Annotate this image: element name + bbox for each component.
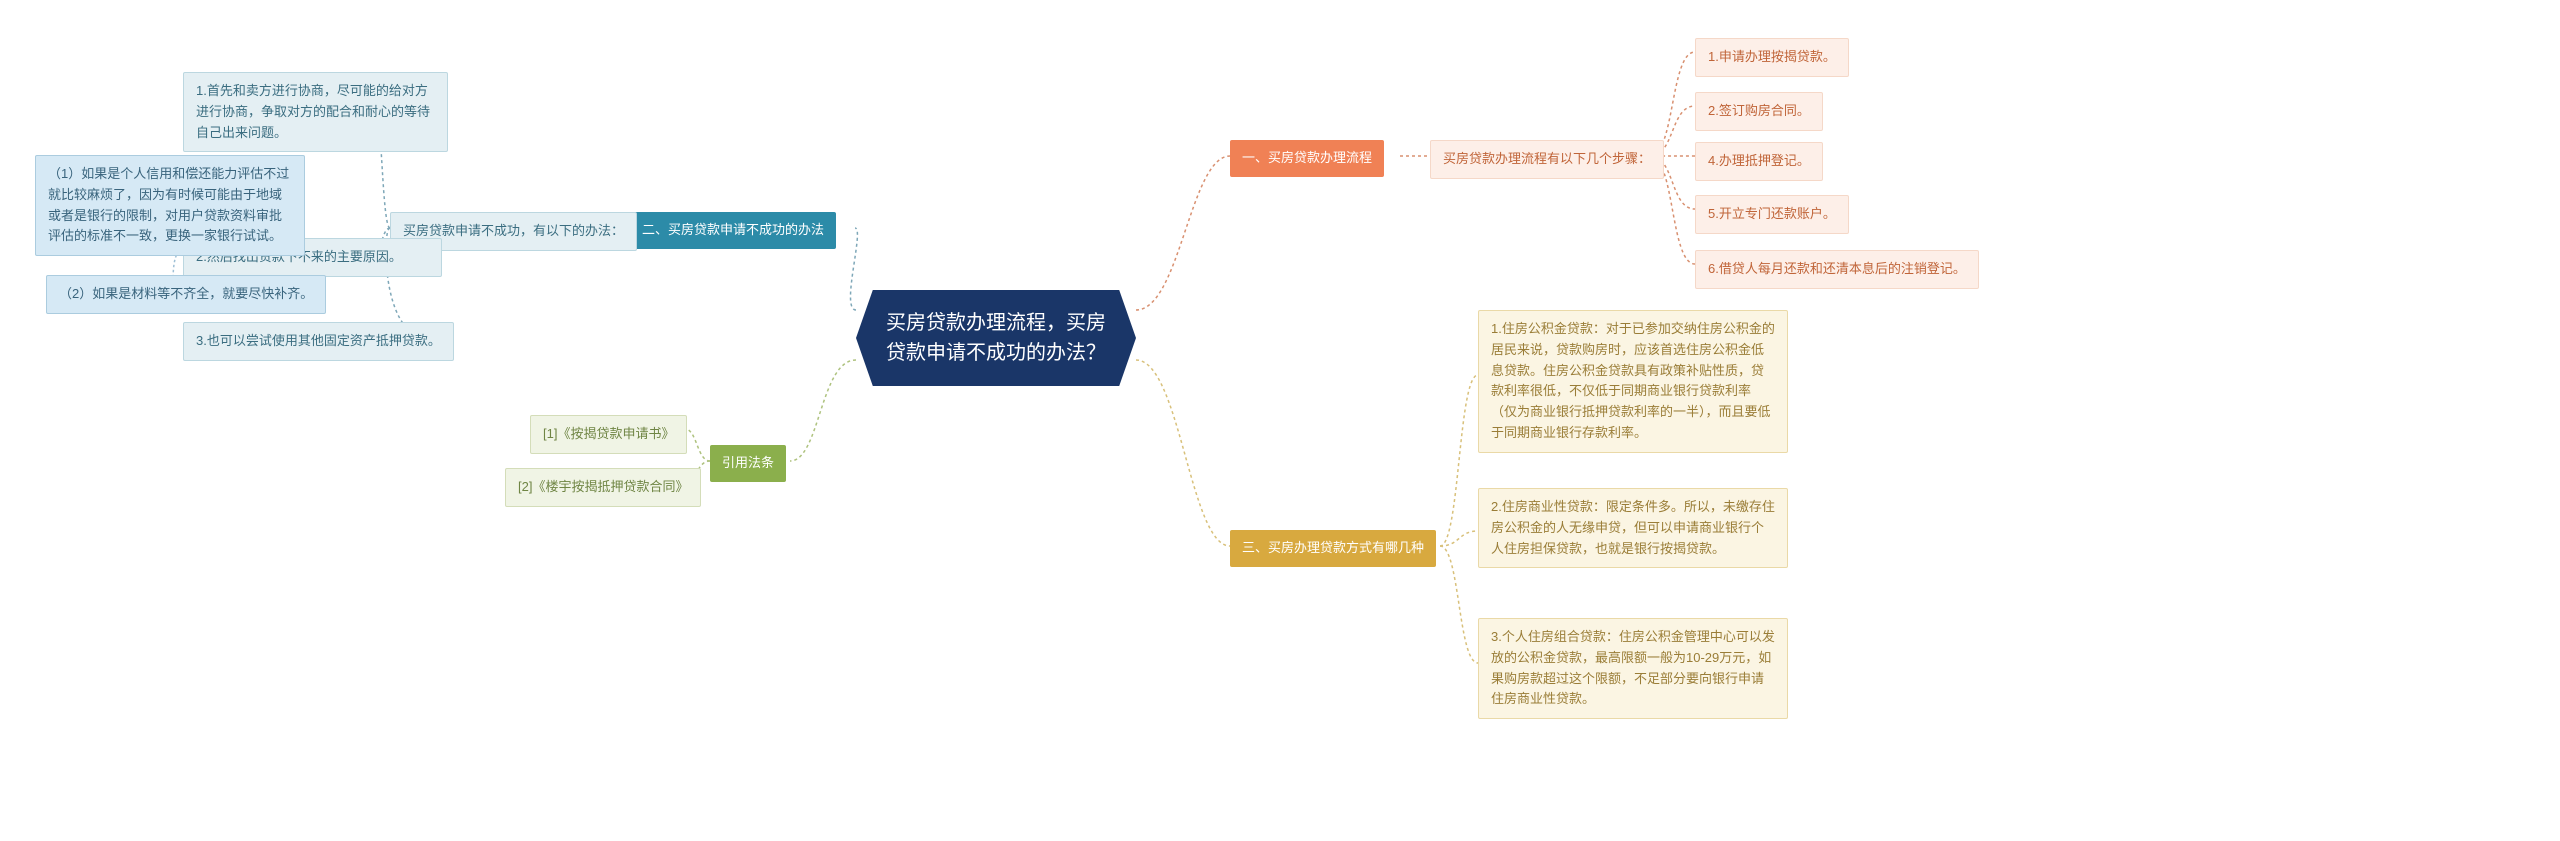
b4-item-2[interactable]: [2]《楼宇按揭抵押贷款合同》 bbox=[505, 468, 701, 507]
b2-item-3[interactable]: 3.也可以尝试使用其他固定资产抵押贷款。 bbox=[183, 322, 454, 361]
root-line1: 买房贷款办理流程，买房 bbox=[886, 312, 1106, 334]
branch-2[interactable]: 二、买房贷款申请不成功的办法 bbox=[630, 212, 836, 249]
b2-subitem-1[interactable]: （1）如果是个人信用和偿还能力评估不过就比较麻烦了，因为有时候可能由于地域或者是… bbox=[35, 155, 305, 256]
b1-item-3[interactable]: 4.办理抵押登记。 bbox=[1695, 142, 1823, 181]
branch-1[interactable]: 一、买房贷款办理流程 bbox=[1230, 140, 1384, 177]
b1-item-1[interactable]: 1.申请办理按揭贷款。 bbox=[1695, 38, 1849, 77]
b2-item-1[interactable]: 1.首先和卖方进行协商，尽可能的给对方进行协商，争取对方的配合和耐心的等待自己出… bbox=[183, 72, 448, 152]
b3-item-2[interactable]: 2.住房商业性贷款：限定条件多。所以，未缴存住房公积金的人无缘申贷，但可以申请商… bbox=[1478, 488, 1788, 568]
branch-4[interactable]: 引用法条 bbox=[710, 445, 786, 482]
b2-subitem-2[interactable]: （2）如果是材料等不齐全，就要尽快补齐。 bbox=[46, 275, 326, 314]
b1-item-5[interactable]: 6.借贷人每月还款和还清本息后的注销登记。 bbox=[1695, 250, 1979, 289]
branch-1-subtitle[interactable]: 买房贷款办理流程有以下几个步骤： bbox=[1430, 140, 1664, 179]
branch-3[interactable]: 三、买房办理贷款方式有哪几种 bbox=[1230, 530, 1436, 567]
b4-item-1[interactable]: [1]《按揭贷款申请书》 bbox=[530, 415, 687, 454]
mindmap-canvas: 买房贷款办理流程，买房 贷款申请不成功的办法？ 一、买房贷款办理流程 买房贷款办… bbox=[0, 0, 2560, 841]
root-line2: 贷款申请不成功的办法？ bbox=[886, 342, 1106, 364]
b3-item-3[interactable]: 3.个人住房组合贷款：住房公积金管理中心可以发放的公积金贷款，最高限额一般为10… bbox=[1478, 618, 1788, 719]
b1-item-2[interactable]: 2.签订购房合同。 bbox=[1695, 92, 1823, 131]
b3-item-1[interactable]: 1.住房公积金贷款：对于已参加交纳住房公积金的居民来说，贷款购房时，应该首选住房… bbox=[1478, 310, 1788, 453]
root-node[interactable]: 买房贷款办理流程，买房 贷款申请不成功的办法？ bbox=[856, 290, 1136, 386]
b1-item-4[interactable]: 5.开立专门还款账户。 bbox=[1695, 195, 1849, 234]
